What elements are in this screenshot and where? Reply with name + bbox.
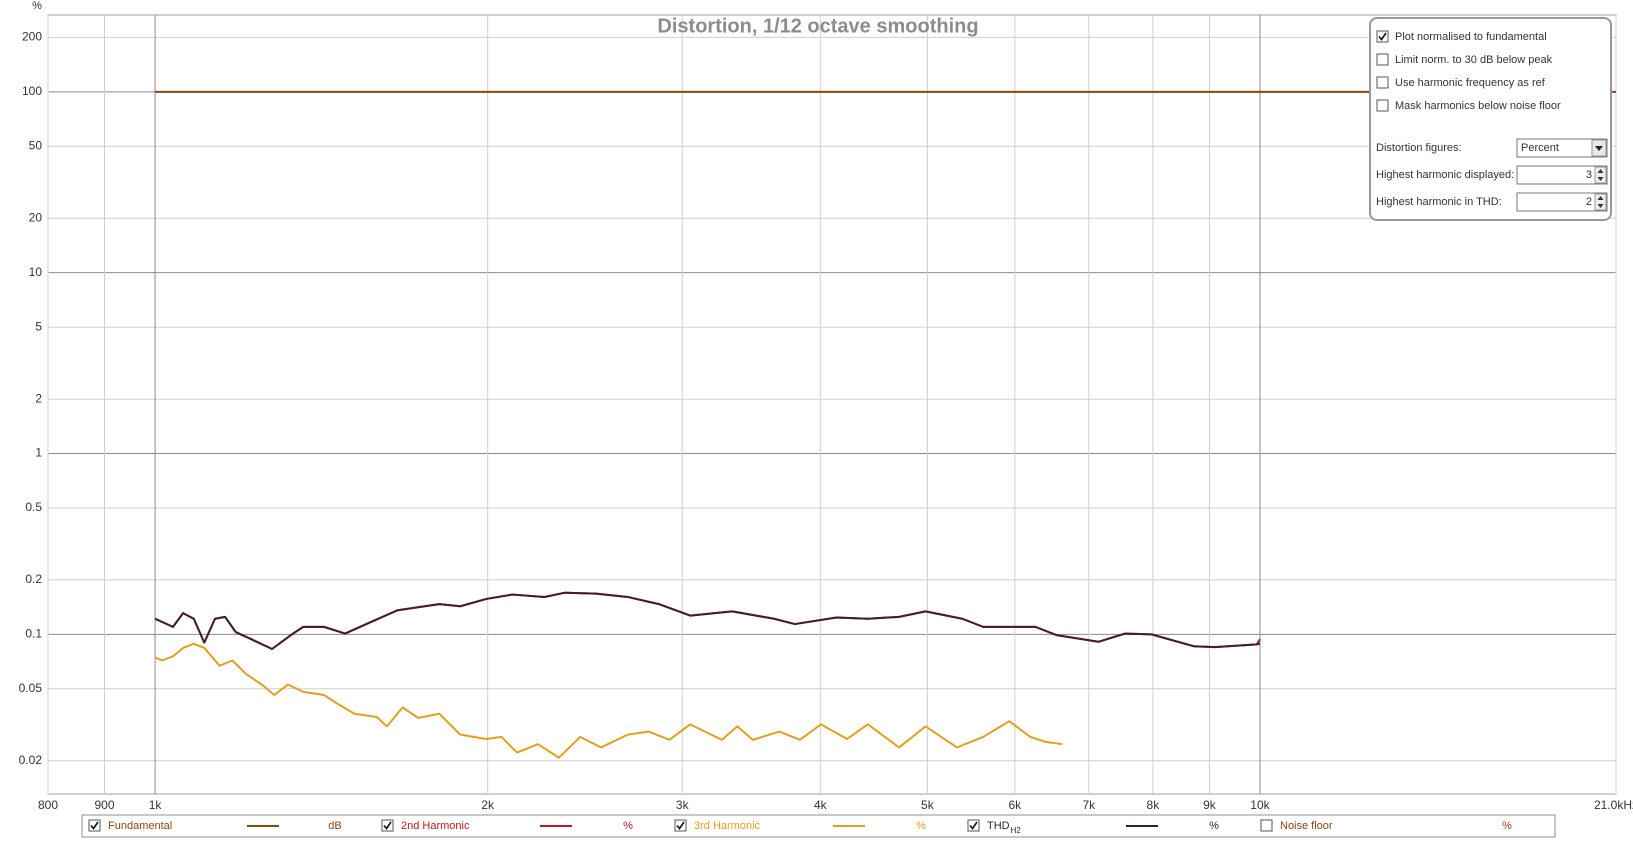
y-tick-label: 0.2 bbox=[25, 572, 42, 586]
checkmark bbox=[383, 821, 392, 830]
legend-label: Fundamental bbox=[108, 820, 172, 832]
x-tick-label: 3k bbox=[676, 798, 690, 812]
spinner-up bbox=[1597, 196, 1604, 200]
control-panel bbox=[1369, 17, 1612, 221]
field-label: Highest harmonic in THD: bbox=[1376, 196, 1502, 208]
legend-unit: % bbox=[1502, 820, 1512, 832]
legend-box bbox=[81, 814, 1556, 838]
x-tick-label: 5k bbox=[921, 798, 935, 812]
checkmark bbox=[969, 821, 978, 830]
x-tick-label: 4k bbox=[814, 798, 828, 812]
legend-label-subscript: H2 bbox=[1011, 826, 1022, 835]
x-tick-label: 800 bbox=[38, 798, 58, 812]
series-line bbox=[154, 642, 1063, 759]
x-tick-label: 900 bbox=[95, 798, 115, 812]
y-tick-label: 20 bbox=[29, 210, 43, 224]
x-tick-label: 7k bbox=[1082, 798, 1096, 812]
x-tick-label: 2k bbox=[481, 798, 495, 812]
x-tick-label: 1k bbox=[149, 798, 163, 812]
x-tick-label: 21.0kHz bbox=[1594, 798, 1633, 812]
checkbox-box bbox=[381, 819, 394, 832]
legend-label: Noise floor bbox=[1280, 820, 1333, 832]
field-label: Highest harmonic displayed: bbox=[1376, 169, 1514, 181]
option-label: Limit norm. to 30 dB below peak bbox=[1395, 54, 1553, 66]
x-tick-label: 6k bbox=[1009, 798, 1023, 812]
series-line bbox=[154, 591, 1261, 650]
checkbox-box bbox=[967, 819, 980, 832]
spinner[interactable]: 3 bbox=[1516, 165, 1608, 185]
plot-area bbox=[47, 14, 1617, 795]
spinner-buttons bbox=[1594, 193, 1607, 211]
chart-title: Distortion, 1/12 octave smoothing bbox=[657, 15, 978, 37]
dropdown-arrow bbox=[1595, 146, 1603, 151]
option-label: Mask harmonics below noise floor bbox=[1395, 100, 1561, 112]
tick-labels: 0.02 0.05 0.1 0.2 0.5 1 2 5 10 20 50 100 200 800 900 1k… bbox=[19, 30, 1633, 813]
option-checkbox[interactable] bbox=[1376, 99, 1389, 112]
option-label: Plot normalised to fundamental bbox=[1395, 31, 1547, 43]
option-label: Use harmonic frequency as ref bbox=[1395, 77, 1546, 89]
spinner-box bbox=[1516, 165, 1608, 185]
legend-label: THD bbox=[987, 820, 1010, 832]
spinner-down bbox=[1597, 204, 1604, 208]
y-tick-label: 0.5 bbox=[25, 500, 42, 514]
y-tick-label: 0.1 bbox=[25, 627, 42, 641]
y-tick-label: 2 bbox=[35, 391, 42, 405]
spinner-down bbox=[1597, 177, 1604, 181]
checkbox-box bbox=[88, 819, 101, 832]
spinner-box bbox=[1516, 192, 1608, 212]
checkmark bbox=[90, 821, 99, 830]
x-tick-label: 9k bbox=[1203, 798, 1217, 812]
checkbox-box bbox=[1376, 53, 1389, 66]
checkbox-box bbox=[674, 819, 687, 832]
checkmark bbox=[676, 821, 685, 830]
legend-checkbox[interactable] bbox=[967, 819, 980, 832]
y-tick-label: 50 bbox=[29, 138, 43, 152]
y-tick-label: 10 bbox=[29, 265, 43, 279]
legend-label: 2nd Harmonic bbox=[401, 820, 470, 832]
legend-checkbox[interactable] bbox=[674, 819, 687, 832]
control-panel-content: Plot normalised to fundamental Limit norm… bbox=[1376, 30, 1608, 212]
dropdown[interactable]: Percent bbox=[1516, 138, 1608, 158]
y-tick-label: 0.05 bbox=[19, 681, 43, 695]
spinner-buttons bbox=[1594, 166, 1607, 184]
spinner[interactable]: 2 bbox=[1516, 192, 1608, 212]
checkbox-box bbox=[1260, 819, 1273, 832]
spinner-value: 3 bbox=[1586, 169, 1592, 181]
legend-checkbox[interactable] bbox=[1260, 819, 1273, 832]
spinner-up bbox=[1597, 169, 1604, 173]
spinner-value: 2 bbox=[1586, 196, 1592, 208]
x-tick-label: 8k bbox=[1147, 798, 1161, 812]
grid bbox=[47, 15, 1617, 794]
option-checkbox[interactable] bbox=[1376, 30, 1389, 43]
y-tick-label: 100 bbox=[22, 84, 42, 98]
legend-unit: % bbox=[1209, 820, 1219, 832]
option-checkbox[interactable] bbox=[1376, 76, 1389, 89]
dropdown-box bbox=[1516, 138, 1608, 158]
field-label: Distortion figures: bbox=[1376, 142, 1462, 154]
legend-unit: % bbox=[623, 820, 633, 832]
legend-label: 3rd Harmonic bbox=[694, 820, 761, 832]
legend-checkbox[interactable] bbox=[88, 819, 101, 832]
checkmark bbox=[1378, 32, 1387, 41]
checkbox-box bbox=[1376, 30, 1389, 43]
x-tick-label: 10k bbox=[1250, 798, 1270, 812]
y-tick-label: 5 bbox=[35, 319, 42, 333]
option-checkbox[interactable] bbox=[1376, 53, 1389, 66]
dropdown-value: Percent bbox=[1521, 142, 1559, 154]
legend-unit: % bbox=[916, 820, 926, 832]
y-unit: % bbox=[32, 0, 42, 12]
legend-unit: dB bbox=[328, 820, 341, 832]
legend-checkbox[interactable] bbox=[381, 819, 394, 832]
legend: Fundamental dB 2nd Harmonic% 3rd Harmonic% T… bbox=[88, 819, 1512, 835]
y-tick-label: 0.02 bbox=[19, 753, 43, 767]
checkbox-box bbox=[1376, 99, 1389, 112]
y-tick-label: 200 bbox=[22, 30, 42, 44]
checkbox-box bbox=[1376, 76, 1389, 89]
y-tick-label: 1 bbox=[35, 446, 42, 460]
